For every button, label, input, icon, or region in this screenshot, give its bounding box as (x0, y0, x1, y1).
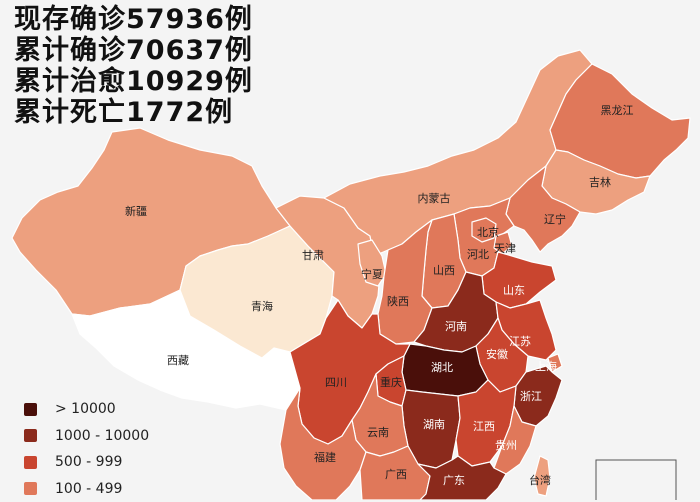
label-shanghai: 上海 (535, 359, 557, 373)
legend-swatch (24, 403, 37, 416)
label-liaoning: 辽宁 (544, 212, 566, 226)
legend-swatch (24, 429, 37, 442)
total-recovered-text: 累计治愈10929例 (14, 66, 253, 97)
legend-item-100-499[interactable]: 100 - 499 (24, 476, 149, 502)
label-sichuan: 四川 (325, 376, 347, 389)
label-tianjin: 天津 (494, 242, 516, 255)
label-hunan: 湖南 (423, 418, 445, 431)
label-shandong: 山东 (503, 284, 525, 297)
label-beijing: 北京 (477, 225, 499, 239)
label-jiangxi: 江西 (473, 420, 495, 433)
label-shanxi: 山西 (433, 264, 455, 277)
legend-label: 500 - 999 (55, 454, 122, 470)
summary-stats: 现存确诊57936例 累计确诊70637例 累计治愈10929例 累计死亡177… (14, 4, 253, 128)
legend-label: 1000 - 10000 (55, 428, 149, 444)
label-heilongjiang: 黑龙江 (601, 104, 634, 117)
label-ningxia: 宁夏 (361, 267, 383, 281)
label-hubei: 湖北 (431, 361, 453, 374)
legend-label: > 10000 (55, 401, 116, 417)
label-shaanxi: 陕西 (387, 294, 409, 308)
label-henan: 河南 (445, 320, 467, 333)
label-jiangsu: 江苏 (509, 335, 531, 348)
legend-label: 100 - 499 (55, 481, 122, 497)
legend-item-500-999[interactable]: 500 - 999 (24, 449, 149, 476)
label-gansu: 甘肃 (302, 249, 324, 262)
legend-item-1000-10000[interactable]: 1000 - 10000 (24, 423, 149, 450)
label-tibet: 西藏 (167, 354, 189, 367)
total-confirmed-text: 累计确诊70637例 (14, 35, 253, 66)
current-confirmed-text: 现存确诊57936例 (14, 4, 253, 35)
legend-swatch (24, 482, 37, 495)
label-fujian: 贵州 (495, 439, 517, 452)
label-jilin: 吉林 (589, 175, 611, 189)
label-guangdong: 广东 (443, 474, 465, 487)
label-zhejiang: 浙江 (520, 390, 542, 403)
label-guangxi: 广西 (385, 468, 407, 481)
label-qinghai: 青海 (251, 299, 273, 313)
label-taiwan: 台湾 (529, 473, 551, 487)
label-xinjiang: 新疆 (125, 204, 147, 218)
label-guizhou: 云南 (367, 426, 389, 439)
south-china-sea-inset (596, 460, 676, 500)
label-inner-mongolia: 内蒙古 (418, 191, 451, 205)
label-chongqing: 重庆 (380, 375, 402, 389)
legend-swatch (24, 456, 37, 469)
legend-item-over-10000[interactable]: > 10000 (24, 396, 149, 423)
label-hebei: 河北 (467, 248, 489, 261)
label-yunnan: 福建 (314, 450, 336, 464)
label-anhui: 安徽 (486, 347, 508, 361)
total-deaths-text: 累计死亡1772例 (14, 97, 253, 128)
map-legend: > 10000 1000 - 10000 500 - 999 100 - 499 (24, 396, 149, 502)
